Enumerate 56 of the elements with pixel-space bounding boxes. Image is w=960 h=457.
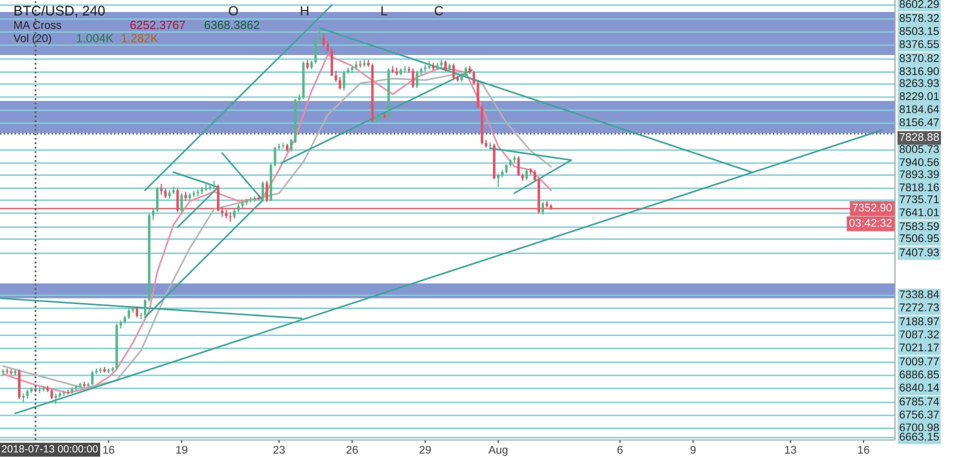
- annotation: 6252.3767: [130, 20, 185, 30]
- x-tick-label: 29: [420, 446, 431, 454]
- text: 7818.16: [900, 183, 939, 192]
- annotation: 1.004K: [76, 34, 114, 42]
- text: 7188.97: [900, 317, 939, 326]
- text: 7893.39: [900, 170, 939, 178]
- text: 7940.56: [900, 158, 939, 166]
- ref-line-label: 2018-07-13 00:00:00: [2, 445, 98, 453]
- text: 6886.85: [900, 370, 939, 378]
- text: 8229.01: [900, 92, 939, 100]
- text: 6663.15: [900, 432, 939, 441]
- text: 8156.47: [900, 118, 939, 126]
- text: 7735.71: [900, 195, 939, 204]
- x-tick-label: 16: [103, 446, 114, 454]
- text: 8005.73: [900, 145, 939, 154]
- text: 8370.82: [900, 54, 939, 62]
- text: 6700.98: [900, 423, 939, 432]
- x-tick-label: 6: [617, 446, 623, 454]
- x-tick-label: Aug: [488, 446, 508, 456]
- annotation: 6368.3862: [204, 20, 260, 30]
- text: 7641.01: [900, 208, 939, 216]
- annotation: Vol (20): [13, 34, 52, 44]
- text: 7338.84: [900, 290, 940, 298]
- annotation: C: [434, 6, 444, 16]
- text: 7583.59: [900, 222, 939, 230]
- text: 6756.37: [900, 410, 939, 418]
- text: 7272.73: [900, 303, 939, 312]
- x-tick-label: 19: [176, 446, 188, 454]
- ref-line-label: 7352.90: [852, 204, 892, 212]
- annotation: L: [381, 6, 388, 16]
- text: 7009.77: [900, 357, 939, 366]
- ref-line-label: 7828.88: [900, 133, 939, 141]
- x-tick-label: 26: [346, 446, 358, 454]
- annotation: O: [228, 6, 238, 16]
- x-tick-label: 16: [858, 446, 870, 454]
- text: 7506.95: [900, 234, 939, 242]
- annotation: 1.282K: [122, 34, 158, 42]
- text: 8503.15: [900, 27, 939, 36]
- text: 7087.32: [900, 330, 939, 338]
- text: 6785.74: [900, 398, 940, 406]
- text: 8578.32: [900, 14, 939, 22]
- text: 7407.93: [900, 248, 939, 256]
- chart-title: BTC/USD, 240: [14, 5, 105, 18]
- x-tick-label: 9: [690, 446, 696, 454]
- x-tick-label: 13: [785, 446, 796, 454]
- text: 8376.55: [900, 40, 939, 48]
- text: 7021.17: [900, 344, 939, 352]
- text: 8602.29: [900, 0, 939, 8]
- text: 8316.90: [900, 67, 939, 76]
- annotation: H: [300, 6, 308, 16]
- x-tick-label: 23: [273, 446, 285, 454]
- text: 8184.64: [900, 105, 940, 114]
- text: 6840.14: [900, 384, 940, 392]
- annotation: MA Cross: [14, 21, 62, 29]
- text: 8263.93: [900, 79, 939, 88]
- annotation: 03:42:32: [849, 218, 892, 227]
